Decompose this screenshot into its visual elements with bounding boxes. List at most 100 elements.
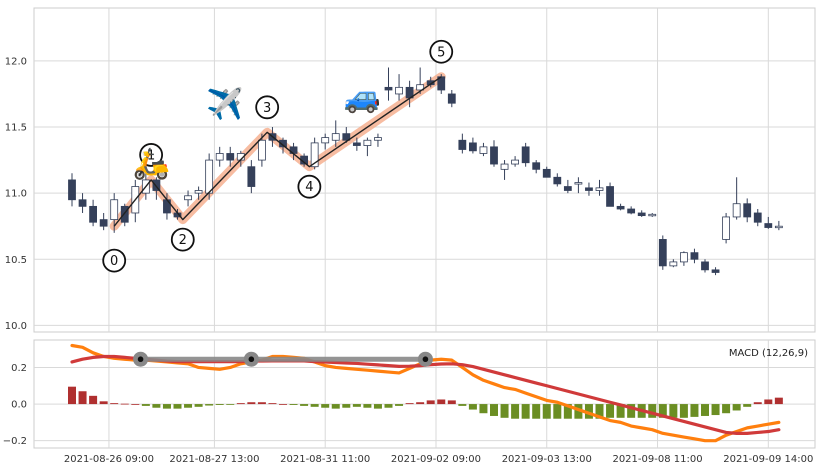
candle <box>479 142 488 157</box>
candle-body-down <box>468 142 477 152</box>
candle-body-down <box>658 239 667 267</box>
macd-hist-bar <box>352 404 361 407</box>
macd-hist-bar <box>669 404 678 418</box>
macd-hist-bar <box>658 404 667 418</box>
emoji-marker: ✈️ <box>206 85 243 122</box>
candle-body-up <box>184 195 192 201</box>
candle-body-up <box>574 182 583 185</box>
candle-body-down <box>68 179 76 201</box>
macd-legend: MACD (12,26,9) <box>729 348 808 359</box>
macd-hist-bar <box>236 403 245 405</box>
trend-marker <box>417 351 433 367</box>
macd-hist-bar <box>553 404 562 419</box>
candle-body-down <box>532 162 541 170</box>
wave-label-text: 5 <box>437 45 445 60</box>
macd-hist-bar <box>511 404 520 419</box>
macd-hist-bar <box>162 404 171 409</box>
x-tick-label: 2021-08-27 13:00 <box>169 454 259 465</box>
candle-body-up <box>374 137 382 141</box>
candles <box>68 67 783 276</box>
wave-label-circle <box>255 95 280 120</box>
x-tick-label: 2021-09-02 09:00 <box>391 454 481 465</box>
candle-body-down <box>247 166 256 187</box>
candle <box>447 89 456 108</box>
candle-body-down <box>563 186 572 191</box>
macd-hist-bar <box>574 404 583 419</box>
macd-hist-bar <box>173 404 182 409</box>
macd-hist-bar <box>68 386 76 405</box>
candle-body-down <box>447 93 456 104</box>
candle <box>701 259 709 273</box>
macd-panel: 0.2 0.0 −0.2 MACD (12,26,9) <box>3 339 816 449</box>
wave-label-circle <box>297 174 322 199</box>
candle-body-down <box>606 186 614 207</box>
candle-body-down <box>627 208 636 214</box>
candle-body-down <box>753 212 762 223</box>
macd-hist-bar <box>437 399 446 405</box>
candle-body-down <box>120 205 129 223</box>
price-y-tick-label: 11.5 <box>5 123 27 134</box>
candle-body-down <box>152 179 161 191</box>
candle-body-up <box>416 84 425 91</box>
macd-y-tick-label: 0.0 <box>11 400 27 411</box>
candle-body-up <box>511 159 520 165</box>
candle-body-up <box>669 261 678 267</box>
macd-hist-bar <box>268 403 277 405</box>
macd-hist-bar <box>373 404 382 409</box>
macd-hist-bar <box>627 404 636 418</box>
macd-hist-bar <box>384 404 393 408</box>
macd-hist-bar <box>310 404 319 407</box>
emoji-marker: 🚙 <box>343 80 380 115</box>
trend-marker <box>243 351 259 367</box>
candle <box>384 67 393 101</box>
wave-label-text: 0 <box>110 254 118 269</box>
candle-body-down <box>637 212 646 217</box>
wave-label-text: 2 <box>179 233 187 248</box>
macd-hist-bar <box>226 404 235 405</box>
trend-marker-dot <box>137 356 144 363</box>
candle <box>680 251 688 266</box>
candle-body-down <box>690 252 699 260</box>
wave-label-3: 3 <box>255 95 280 120</box>
candle-body-down <box>226 153 235 161</box>
macd-hist-bar <box>542 404 551 419</box>
wave-label-4: 4 <box>297 174 322 199</box>
macd-y-tick-label: 0.2 <box>11 363 27 374</box>
candle <box>637 210 646 217</box>
macd-hist-bar <box>679 404 688 418</box>
candle-body-up <box>479 146 488 154</box>
wave-label-circle <box>170 227 195 252</box>
macd-hist-bar <box>616 404 625 418</box>
candle-body-up <box>205 159 214 194</box>
candle-body-down <box>490 146 498 165</box>
x-tick-label: 2021-08-31 11:00 <box>280 454 370 465</box>
wave-path <box>113 76 442 227</box>
candle-body-down <box>616 205 625 210</box>
candle <box>321 133 330 150</box>
macd-hist-bar <box>99 401 108 405</box>
candle-body-up <box>110 199 119 220</box>
candle <box>595 179 604 196</box>
candle <box>374 133 382 147</box>
candle-body-up <box>648 213 657 217</box>
macd-hist-bar <box>563 404 572 419</box>
candle-body-down <box>342 133 351 141</box>
macd-hist-bar <box>722 404 731 414</box>
macd-y-tick-labels: 0.2 0.0 −0.2 <box>3 363 27 447</box>
price-y-tick-label: 10.5 <box>5 255 27 266</box>
candle-body-down <box>701 261 709 271</box>
price-y-tick-label: 11.0 <box>5 189 27 200</box>
price-y-tick-label: 12.0 <box>5 56 27 67</box>
macd-hist-bar <box>732 404 741 411</box>
trend-segment <box>133 351 433 367</box>
macd-hist-bar <box>215 404 224 405</box>
candle <box>247 160 256 194</box>
price-y-tick-labels: 10.0 10.5 11.0 11.5 12.0 <box>5 56 27 331</box>
macd-hist-bar <box>521 404 530 419</box>
macd-hist-bar <box>764 399 773 405</box>
macd-hist-bar <box>89 395 98 405</box>
candle <box>500 160 509 180</box>
candle <box>490 140 498 167</box>
macd-hist-bar <box>753 402 762 405</box>
